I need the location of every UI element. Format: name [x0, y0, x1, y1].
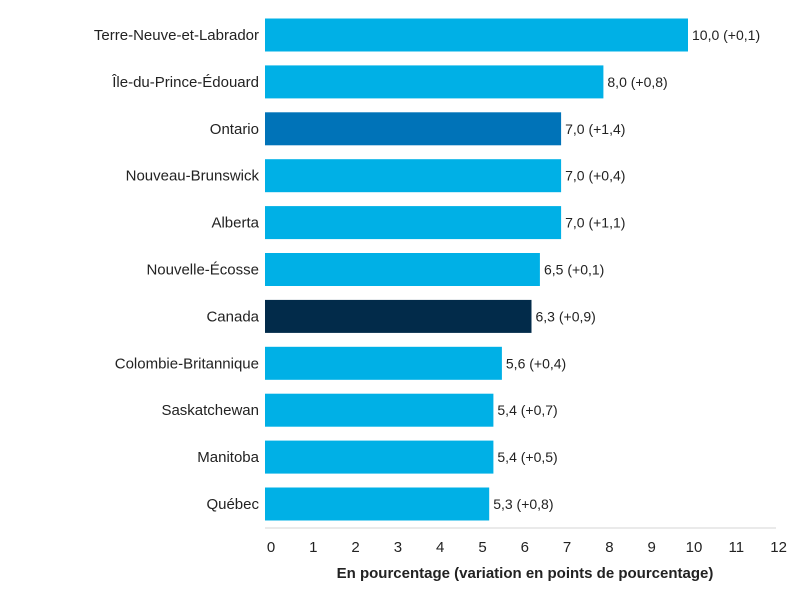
x-tick-label-10: 10: [686, 539, 703, 556]
category-label-nouveau-brunswick: Nouveau-Brunswick: [126, 168, 260, 185]
bar-saskatchewan: [265, 393, 494, 427]
bar-alberta: [265, 206, 562, 240]
x-tick-label-11: 11: [729, 539, 745, 556]
data-label-colombie-britannique: 5,6 (+0,4): [506, 355, 566, 371]
category-label-quebec: Québec: [206, 496, 259, 513]
x-tick-label-2: 2: [351, 539, 359, 556]
data-label-manitoba: 5,4 (+0,5): [497, 449, 557, 465]
category-label-saskatchewan: Saskatchewan: [161, 402, 259, 419]
x-tick-label-12: 12: [770, 539, 787, 556]
data-labels-group: 10,0 (+0,1) 8,0 (+0,8) 7,0 (+1,4) 7,0 (+0,4…: [493, 27, 760, 512]
x-tick-label-7: 7: [563, 539, 571, 556]
category-label-terre-neuve-et-labrador: Terre-Neuve-et-Labrador: [94, 27, 259, 44]
category-label-ontario: Ontario: [210, 121, 259, 138]
data-label-nouvelle-ecosse: 6,5 (+0,1): [544, 262, 604, 278]
category-label-alberta: Alberta: [211, 215, 259, 232]
data-label-terre-neuve-et-labrador: 10,0 (+0,1): [692, 27, 760, 43]
bars-group: [265, 18, 688, 521]
bar-ontario: [265, 112, 562, 146]
data-label-alberta: 7,0 (+1,1): [565, 215, 625, 231]
category-label-nouvelle-ecosse: Nouvelle-Écosse: [146, 262, 259, 279]
data-label-nouveau-brunswick: 7,0 (+0,4): [565, 168, 625, 184]
bar-manitoba: [265, 440, 494, 474]
x-tick-label-4: 4: [436, 539, 444, 556]
bar-ile-du-prince-edouard: [265, 65, 604, 99]
bar-nouvelle-ecosse: [265, 253, 540, 286]
x-axis-title: En pourcentage (variation en points de p…: [337, 565, 714, 582]
category-label-manitoba: Manitoba: [197, 449, 259, 466]
category-labels-group: Terre-Neuve-et-Labrador Île-du-Prince-Édo…: [94, 27, 260, 513]
bar-quebec: [265, 487, 490, 521]
x-tick-label-5: 5: [478, 539, 486, 556]
bar-colombie-britannique: [265, 346, 502, 380]
x-tick-labels-group: 0 1 2 3 4 5 6 7 8 9 10 11 12: [267, 539, 787, 556]
category-label-canada: Canada: [206, 308, 259, 325]
x-tick-label-6: 6: [521, 539, 529, 556]
x-tick-label-8: 8: [605, 539, 613, 556]
x-tick-label-3: 3: [394, 539, 402, 556]
bar-terre-neuve-et-labrador: [265, 18, 688, 52]
bar-canada: [265, 299, 532, 333]
data-label-quebec: 5,3 (+0,8): [493, 496, 553, 512]
x-tick-label-9: 9: [648, 539, 656, 556]
data-label-saskatchewan: 5,4 (+0,7): [497, 402, 557, 418]
bar-nouveau-brunswick: [265, 159, 562, 193]
data-label-canada: 6,3 (+0,9): [536, 308, 596, 324]
data-label-ile-du-prince-edouard: 8,0 (+0,8): [607, 74, 667, 90]
x-tick-label-1: 1: [309, 539, 317, 556]
category-label-colombie-britannique: Colombie-Britannique: [115, 355, 259, 372]
data-label-ontario: 7,0 (+1,4): [565, 121, 625, 137]
category-label-ile-du-prince-edouard: Île-du-Prince-Édouard: [111, 74, 259, 91]
x-tick-label-0: 0: [267, 539, 275, 556]
